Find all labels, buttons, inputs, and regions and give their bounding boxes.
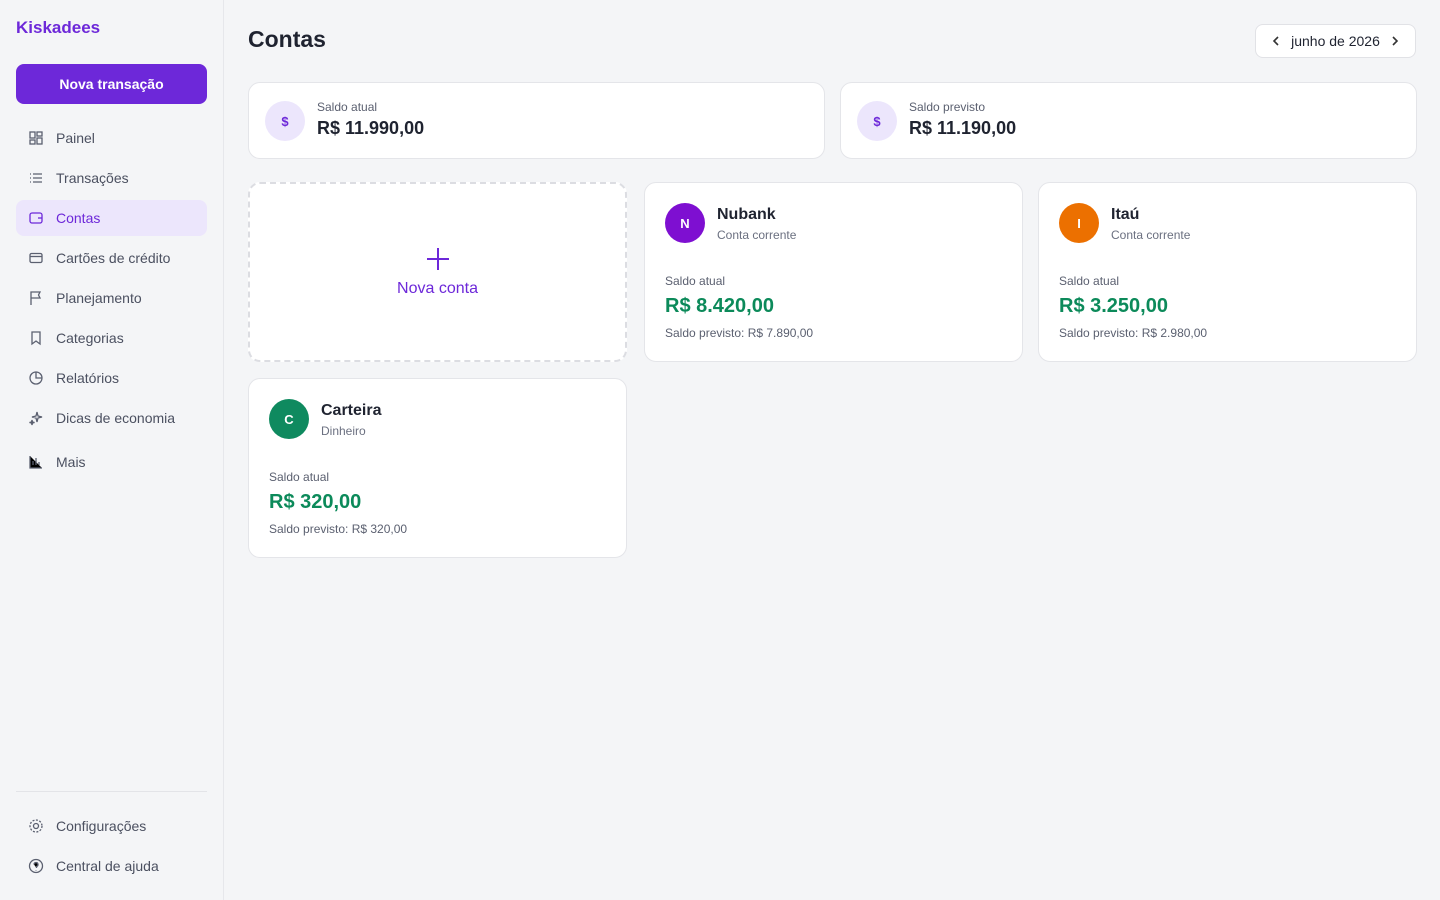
nav-icon	[29, 252, 43, 264]
account-card[interactable]: I Itaú Conta corrente Saldo atual R$ 3.250,0…	[1038, 182, 1417, 362]
account-card[interactable]: C Carteira Dinheiro Saldo atual R$ 320,00 Sal…	[248, 378, 627, 558]
next-month[interactable]	[1390, 35, 1400, 47]
nav-item[interactable]: Categorias	[16, 320, 207, 356]
nav-item[interactable]: Cartões de crédito	[16, 240, 207, 276]
account-card[interactable]: N Nubank Conta corrente Saldo atual R$ 8.420…	[644, 182, 1023, 362]
separator	[16, 791, 207, 792]
nav-label: Mais	[56, 454, 86, 470]
nav-label: Dicas de economia	[56, 410, 176, 426]
summary-label: Saldo previsto	[909, 100, 986, 114]
forecast: Saldo previsto: R$ 320,00	[269, 522, 408, 536]
nav-item[interactable]: Relatórios	[16, 360, 207, 396]
account-name: Itaú	[1111, 206, 1140, 223]
forecast: Saldo previsto: R$ 7.890,00	[665, 326, 814, 340]
month-picker[interactable]: junho de 2026	[1255, 24, 1416, 58]
account-type: Dinheiro	[321, 424, 366, 438]
nav-label: Contas	[56, 210, 101, 226]
summary-card: $ Saldo previsto R$ 11.190,00	[840, 82, 1417, 159]
balance-value: R$ 320,00	[269, 491, 362, 513]
account-type: Conta corrente	[717, 228, 797, 242]
nav-item[interactable]: Configurações	[16, 808, 207, 844]
sidebar: Kiskadees Nova transação Painel Transaçõe…	[0, 0, 224, 900]
account-avatar: N	[665, 203, 705, 243]
nav-item[interactable]: Contas	[16, 200, 207, 236]
nav-label: Planejamento	[56, 290, 142, 306]
balance-label: Saldo atual	[665, 274, 726, 288]
forecast: Saldo previsto: R$ 2.980,00	[1059, 326, 1208, 340]
new-transaction-button[interactable]: Nova transação	[16, 64, 207, 104]
account-avatar: I	[1059, 203, 1099, 243]
nav-item[interactable]: Planejamento	[16, 280, 207, 316]
new-account-label: Nova conta	[397, 280, 478, 297]
summary-value: R$ 11.990,00	[317, 118, 425, 138]
nav-icon	[29, 411, 43, 426]
nav-icon	[28, 858, 44, 874]
nav-icon	[30, 291, 42, 305]
account-avatar: C	[269, 399, 309, 439]
page-title: Contas	[248, 26, 326, 52]
nav-label: Central de ajuda	[56, 858, 159, 874]
nav-icon	[29, 819, 43, 833]
balance-value: R$ 3.250,00	[1059, 295, 1168, 317]
nav-item[interactable]: Mais	[16, 444, 207, 480]
balance-label: Saldo atual	[1059, 274, 1120, 288]
nav-label: Configurações	[56, 818, 147, 834]
summary-icon: $	[857, 101, 897, 141]
account-type: Conta corrente	[1111, 228, 1191, 242]
nav-label: Categorias	[56, 330, 124, 346]
nav-item[interactable]: Painel	[16, 120, 207, 156]
nav-icon	[29, 371, 43, 385]
nav-item[interactable]: Dicas de economia	[16, 400, 207, 436]
brand[interactable]: Kiskadees	[16, 18, 101, 37]
nav-icon	[29, 131, 43, 145]
nav-label: Painel	[56, 130, 95, 146]
summary-icon: $	[265, 101, 305, 141]
nav-label: Relatórios	[56, 370, 120, 386]
nav-icon	[29, 456, 42, 469]
balance-value: R$ 8.420,00	[665, 295, 774, 317]
summary-value: R$ 11.190,00	[909, 118, 1017, 138]
nav-item[interactable]: Transações	[16, 160, 207, 196]
prev-month[interactable]	[1271, 35, 1281, 47]
month-label: junho de 2026	[1291, 33, 1380, 49]
nav-icon	[30, 173, 42, 183]
nav-icon	[29, 212, 43, 224]
new-account-card[interactable]: Nova conta	[248, 182, 627, 362]
nav-item[interactable]: Central de ajuda	[16, 848, 207, 884]
summary-card: $ Saldo atual R$ 11.990,00	[248, 82, 825, 159]
nav-label: Transações	[56, 170, 129, 186]
summary-label: Saldo atual	[317, 100, 378, 114]
plus-icon	[426, 248, 449, 270]
balance-label: Saldo atual	[269, 470, 330, 484]
nav-icon	[31, 331, 41, 346]
account-name: Carteira	[321, 402, 382, 419]
nav-label: Cartões de crédito	[56, 250, 171, 266]
account-name: Nubank	[717, 206, 776, 223]
